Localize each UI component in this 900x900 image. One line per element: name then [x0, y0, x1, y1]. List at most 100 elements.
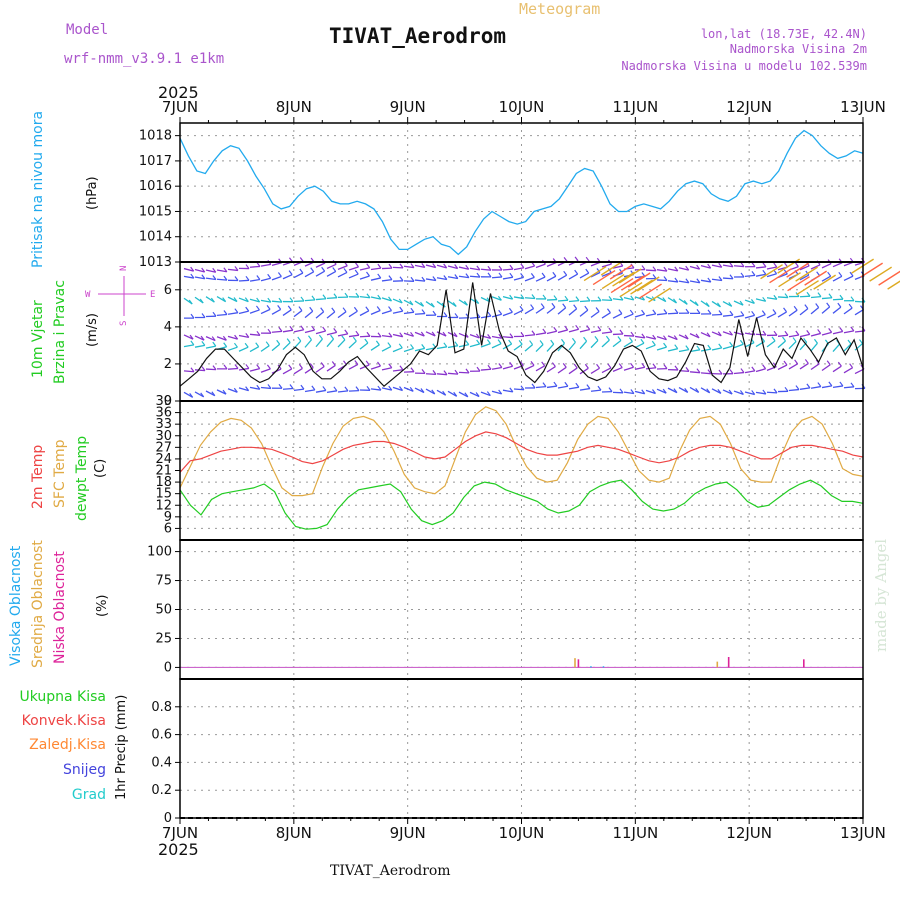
wind-barb: [238, 310, 249, 315]
wind-barb-flag: [674, 365, 679, 371]
wind-barb-flag: [190, 266, 195, 272]
wind-barb: [744, 370, 755, 374]
wind-barb: [788, 363, 798, 370]
wind-barb-flag: [410, 263, 415, 268]
wind-barb: [480, 368, 492, 371]
wind-barb: [656, 335, 667, 341]
wind-barb: [843, 367, 853, 374]
strong-wind-arrow: [813, 274, 837, 290]
wind-barb-flag: [847, 339, 852, 345]
wind-barb-flag: [266, 305, 271, 310]
wind-barb-flag: [234, 308, 239, 314]
wind-barb-flag: [553, 381, 558, 387]
y-tick-label: 1013: [139, 255, 172, 270]
wind-barb-flag: [233, 387, 238, 393]
wind-barb: [326, 364, 336, 372]
wind-barb: [667, 335, 678, 341]
wind-barb: [832, 343, 841, 353]
wind-barb-flag: [355, 330, 360, 336]
wind-barb: [645, 367, 657, 370]
wind-barb-flag: [245, 306, 250, 312]
wind-barb-flag: [256, 297, 261, 303]
wind-barb: [271, 330, 283, 333]
wind-barb: [227, 312, 238, 315]
wind-barb: [447, 345, 458, 349]
wind-barb-flag: [573, 363, 578, 369]
wind-barb-flag: [751, 310, 756, 316]
wind-barb-flag: [288, 364, 293, 370]
wind-barb-flag: [762, 330, 767, 336]
wind-barb: [381, 309, 392, 315]
pressure-ylabel: Pritisak na nivou mora: [30, 111, 46, 268]
wind-barb-flag: [652, 363, 657, 369]
wind-barb-flag: [553, 295, 558, 300]
wind-barb-flag: [817, 292, 822, 298]
wind-barb: [436, 277, 447, 281]
wind-barb-flag: [740, 368, 745, 373]
strong-wind-arrow: [796, 280, 819, 296]
wind-barb-flag: [817, 382, 822, 387]
wind-barb-flag: [344, 386, 349, 392]
wind-barb-flag: [586, 296, 591, 302]
wind-barb: [480, 268, 492, 271]
y-tick-label: 30: [155, 429, 172, 444]
y-tick-label: 0.4: [151, 755, 172, 770]
wind-barb-flag: [828, 381, 833, 387]
strong-wind-arrow: [621, 275, 644, 291]
wind-barb: [821, 331, 832, 336]
wind-barb: [458, 391, 469, 398]
year-bottom: 2025: [158, 840, 199, 859]
strong-wind-arrow: [878, 270, 900, 286]
wind-barb: [238, 334, 249, 339]
wind-barb: [205, 277, 216, 281]
wind-barb-flag: [487, 364, 492, 370]
wind-barb-flag: [618, 363, 623, 368]
wind-barb: [370, 296, 381, 300]
wind-barb-flag: [739, 339, 744, 345]
wind-barb: [689, 386, 699, 393]
wind-barb-flag: [707, 277, 712, 283]
wind-barb: [799, 274, 810, 281]
wind-barb: [447, 265, 458, 270]
wind-barb-flag: [729, 310, 734, 316]
wind-barb: [403, 332, 414, 337]
wind-barb: [480, 343, 491, 348]
wind-barb: [183, 370, 195, 373]
sfc-temp-line: [179, 406, 864, 497]
wind-barb: [557, 329, 568, 334]
y-tick-label: 1016: [139, 179, 172, 194]
wind-barb-flag: [190, 313, 195, 319]
y-tick-label: 9: [164, 510, 172, 525]
wind-barb: [546, 385, 557, 389]
wind-barb-flag: [553, 326, 558, 332]
y-tick-label: 21: [155, 464, 172, 479]
wind-barb-flag: [707, 369, 712, 375]
wind-barb-flag: [498, 272, 503, 278]
wind-barb-flag: [244, 342, 249, 348]
wind-barb: [656, 346, 667, 351]
wind-barb-flag: [487, 265, 492, 271]
wind-barb-flag: [685, 366, 690, 372]
wind-barb: [304, 329, 315, 334]
wind-barb: [667, 348, 678, 352]
wind-barb: [249, 265, 261, 268]
wind-barb-flag: [352, 336, 357, 342]
wind-barb-flag: [223, 267, 228, 273]
wind-barb: [260, 308, 271, 315]
wind-barb-flag: [696, 278, 701, 284]
wind-barb: [348, 266, 359, 271]
wind-barb-flag: [487, 333, 492, 339]
wind-barb: [359, 364, 370, 370]
wind-barb-flag: [244, 297, 249, 303]
wind-barb: [623, 313, 634, 319]
wind-barb: [469, 333, 480, 339]
wind-barb: [227, 367, 239, 370]
wind-barb-flag: [762, 269, 767, 275]
wind-barb: [392, 333, 403, 338]
panel-frame: [179, 400, 864, 541]
wind-barb: [755, 273, 766, 277]
wind-barb-flag: [255, 342, 260, 348]
wind-barb: [260, 386, 272, 390]
wind-barb-flag: [772, 309, 777, 314]
wind-barb-flag: [850, 326, 855, 332]
